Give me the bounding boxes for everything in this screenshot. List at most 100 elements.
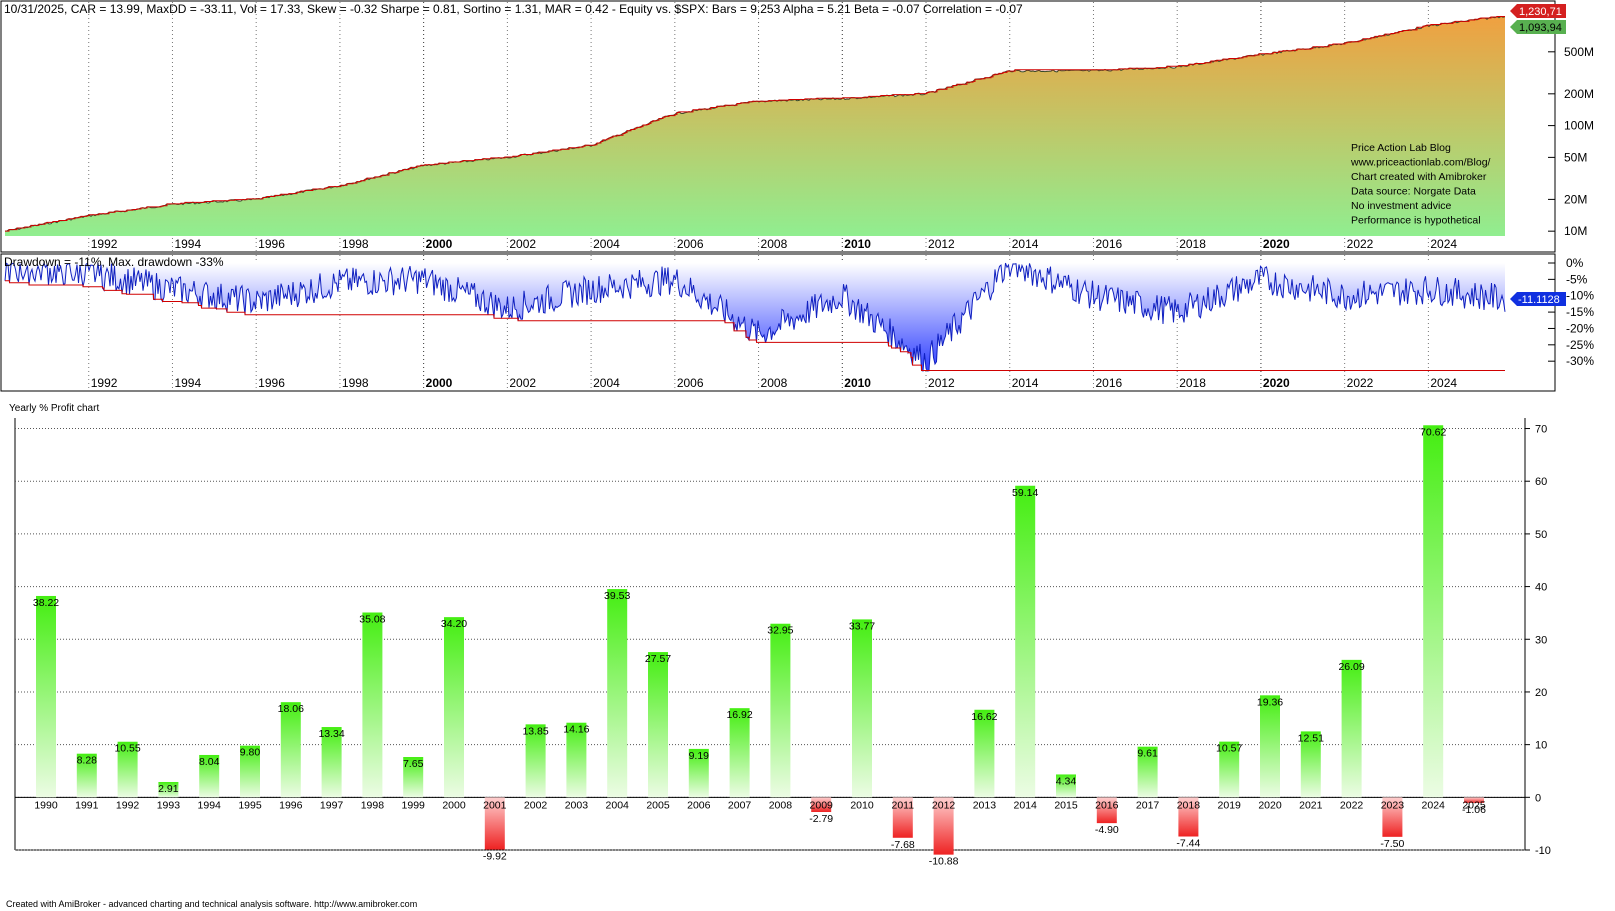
annotation-line: www.priceactionlab.com/Blog/ — [1350, 157, 1491, 169]
profit-bar-label: -2.79 — [809, 813, 833, 825]
profit-year-label: 1999 — [402, 799, 426, 811]
profit-bar — [566, 722, 587, 798]
equity-x-tick-label: 1998 — [342, 237, 369, 251]
profit-bar — [1096, 797, 1117, 824]
profit-bar — [1260, 695, 1280, 798]
equity-x-tick-label: 1996 — [258, 237, 285, 251]
profit-year-label: 2024 — [1422, 799, 1446, 811]
drawdown-x-tick-label: 2008 — [761, 376, 788, 390]
equity-x-tick-label: 2012 — [928, 237, 955, 251]
profit-year-label: 2014 — [1014, 799, 1038, 811]
profit-bar-label: 12.51 — [1298, 732, 1324, 744]
profit-bar — [1341, 659, 1362, 798]
equity-y-tick-label: 20M — [1564, 192, 1587, 206]
profit-year-label: 2004 — [606, 799, 630, 811]
profit-panel: Yearly % Profit chart 38.22 1990 8.28 1991 1… — [9, 403, 1551, 868]
profit-year-label: 2017 — [1136, 799, 1160, 811]
profit-year-label: 2025 — [1462, 799, 1486, 811]
annotation-line: Data source: Norgate Data — [1351, 186, 1476, 198]
profit-bar — [403, 757, 424, 798]
drawdown-x-tick-label: 2004 — [593, 376, 620, 390]
profit-bar — [770, 623, 791, 798]
profit-year-label: 2016 — [1095, 799, 1119, 811]
profit-bar-label: 70.62 — [1420, 426, 1446, 438]
profit-bar-label: -10.88 — [929, 856, 959, 868]
profit-year-label: 1990 — [34, 799, 58, 811]
profit-bar-label: 8.04 — [199, 756, 220, 768]
drawdown-x-tick-label: 1998 — [342, 376, 369, 390]
drawdown-x-tick-label: 1996 — [258, 376, 285, 390]
profit-bar-label: 13.34 — [318, 728, 344, 740]
profit-bar-label: -4.90 — [1095, 824, 1119, 836]
profit-year-label: 2008 — [769, 799, 793, 811]
profit-year-label: 1998 — [361, 799, 385, 811]
profit-bar — [852, 619, 872, 798]
profit-bar-label: 4.34 — [1056, 775, 1077, 787]
profit-bar-label: 16.92 — [726, 709, 752, 721]
profit-bar — [1137, 746, 1158, 798]
price-tag-red-label: 1,230,71 — [1519, 6, 1562, 18]
drawdown-x-tick-label: 2002 — [509, 376, 536, 390]
profit-bar-label: 9.61 — [1137, 748, 1158, 760]
drawdown-y-tick-label: -20% — [1566, 321, 1594, 335]
profit-y-tick-label: 30 — [1535, 634, 1547, 646]
profit-bar — [811, 797, 832, 813]
equity-x-tick-label: 2016 — [1095, 237, 1122, 251]
profit-year-label: 2012 — [932, 799, 956, 811]
profit-bar-label: -1.06 — [1462, 804, 1486, 816]
drawdown-header: Drawdown = -11%, Max. drawdown -33% — [4, 255, 224, 269]
profit-bar-label: 18.06 — [278, 703, 304, 715]
profit-year-label: 2010 — [850, 799, 874, 811]
profit-year-label: 2021 — [1299, 799, 1323, 811]
profit-year-label: 1996 — [279, 799, 303, 811]
annotation-line: Price Action Lab Blog — [1351, 142, 1451, 154]
max-drawdown-envelope — [5, 280, 1505, 371]
profit-year-label: 2015 — [1054, 799, 1078, 811]
profit-bar-label: 19.36 — [1257, 696, 1283, 708]
drawdown-area — [5, 263, 1505, 371]
profit-year-label: 2007 — [728, 799, 752, 811]
profit-bar — [607, 589, 628, 798]
drawdown-x-tick-label: 2020 — [1263, 376, 1290, 390]
price-tag-green: 1,093,94 — [1510, 20, 1566, 34]
profit-year-label: 2002 — [524, 799, 548, 811]
profit-bar — [1178, 797, 1199, 837]
profit-bar — [1056, 774, 1076, 798]
profit-year-label: 1995 — [238, 799, 262, 811]
profit-y-axis: 70 60 50 40 30 20 10 0 -10 — [1525, 424, 1551, 857]
profit-year-label: 2023 — [1381, 799, 1405, 811]
equity-x-tick-label: 2020 — [1263, 237, 1290, 251]
equity-y-tick-label: 200M — [1564, 87, 1594, 101]
profit-year-label: 1992 — [116, 799, 140, 811]
profit-bar-label: 35.08 — [359, 614, 385, 626]
profit-bar — [76, 753, 97, 798]
equity-x-tick-label: 2000 — [426, 237, 453, 251]
profit-bar — [1382, 797, 1403, 837]
profit-bar — [444, 617, 464, 798]
profit-bar-label: 9.19 — [689, 750, 710, 762]
profit-bar — [117, 741, 138, 798]
profit-bar — [158, 781, 179, 798]
profit-bar — [240, 745, 260, 798]
profit-year-label: 1997 — [320, 799, 344, 811]
equity-x-tick-label: 2010 — [844, 237, 871, 251]
profit-bar-label: 16.62 — [971, 711, 997, 723]
drawdown-x-tick-label: 2018 — [1179, 376, 1206, 390]
footer-credit: Created with AmiBroker - advanced charti… — [6, 899, 418, 909]
profit-y-tick-label: 40 — [1535, 582, 1547, 594]
drawdown-y-tick-label: -25% — [1566, 338, 1594, 352]
equity-area — [5, 16, 1505, 237]
equity-x-tick-label: 2018 — [1179, 237, 1206, 251]
equity-y-tick-label: 500M — [1564, 45, 1594, 59]
annotation-line: Performance is hypothetical — [1351, 215, 1481, 227]
profit-bar-label: 8.28 — [77, 755, 98, 767]
profit-bar-label: 27.57 — [645, 653, 671, 665]
profit-bar-label: 33.77 — [849, 620, 875, 632]
annotation-line: Chart created with Amibroker — [1351, 171, 1487, 183]
drawdown-x-tick-label: 2016 — [1095, 376, 1122, 390]
profit-year-label: 2009 — [810, 799, 834, 811]
chart-annotation: Price Action Lab Blog www.priceactionlab.… — [1350, 142, 1491, 227]
drawdown-x-tick-label: 2024 — [1430, 376, 1457, 390]
profit-bar — [1464, 797, 1484, 803]
equity-panel: 1992 1994 1996 1998 2000 2002 2004 2006 2008 2010… — [0, 0, 1594, 253]
